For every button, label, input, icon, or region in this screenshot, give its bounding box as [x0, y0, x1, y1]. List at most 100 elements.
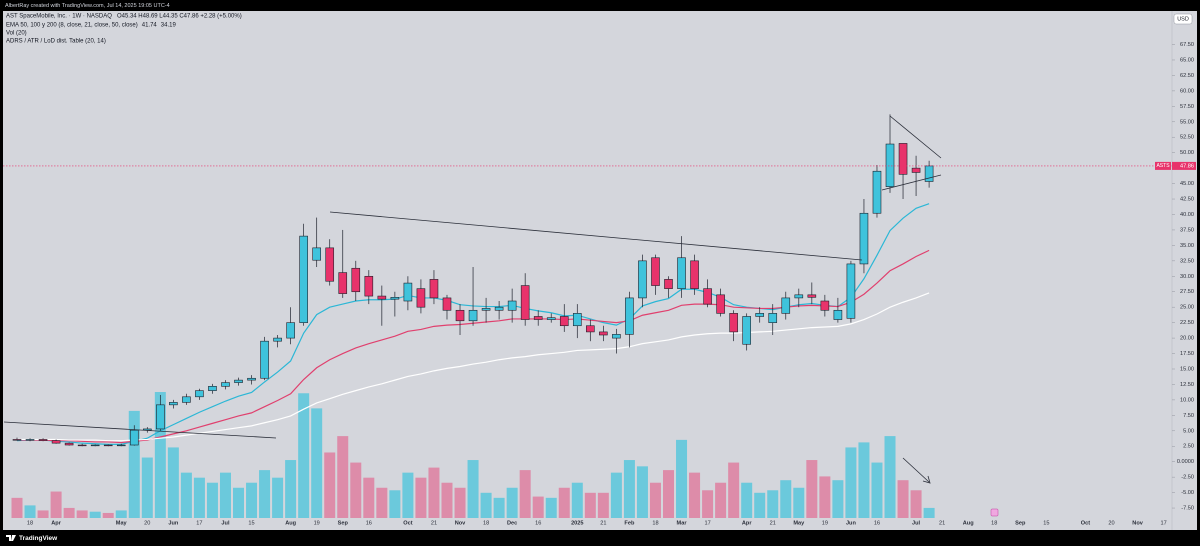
earnings-marker[interactable]	[990, 508, 999, 517]
candle-body	[38, 439, 48, 441]
volume-bar	[363, 477, 375, 518]
y-tick-label: 2.50	[1183, 444, 1194, 450]
x-tick-label: 17	[196, 520, 202, 526]
ema-value: 34.19	[161, 23, 177, 29]
candle-body	[429, 279, 439, 299]
price-tag-label: 47.86	[1180, 163, 1194, 169]
ema-indicator[interactable]: EMA 50, 100 y 200 (8, close, 21, close, …	[6, 23, 138, 29]
volume-bar	[193, 477, 205, 518]
y-tick-label: 57.50	[1180, 104, 1194, 110]
candle-body	[312, 247, 321, 261]
candle-body	[924, 165, 934, 182]
volume-bar	[259, 470, 271, 518]
volume-bar	[206, 482, 218, 518]
y-tick-label: 7.50	[1183, 413, 1194, 419]
y-tick-label: -2.50	[1181, 475, 1194, 481]
x-tick-label: 16	[366, 520, 372, 526]
candle-body	[729, 313, 738, 333]
candle-body	[299, 235, 308, 323]
candle-body	[651, 257, 660, 286]
volume-bar	[37, 510, 49, 518]
y-tick-label: 0.0000	[1177, 459, 1194, 465]
candle-body	[586, 325, 595, 333]
volume-bar	[767, 490, 779, 518]
candle-body	[872, 170, 882, 214]
volume-bar	[532, 496, 544, 518]
candle-body	[338, 272, 348, 294]
trend-line[interactable]	[889, 115, 942, 159]
arrow-line[interactable]	[902, 457, 930, 483]
currency-label[interactable]: USD	[1177, 16, 1189, 22]
plot: 67.50 65.00 62.50 60.00 57.50 55.00 52.50 50.00…	[3, 42, 1196, 526]
y-tick-label: 5.00	[1183, 428, 1194, 434]
candle-body	[768, 313, 778, 323]
y-tick-label: 20.00	[1180, 336, 1194, 342]
volume-bar	[702, 490, 714, 518]
candle-body	[116, 444, 126, 447]
volume-bar	[141, 457, 153, 518]
volume-bar	[63, 507, 75, 518]
x-tick-label: Jun	[846, 520, 857, 526]
symbol-title: AST SpaceMobile, Inc. · 1W · NASDAQ	[6, 14, 112, 20]
candle-body	[208, 385, 217, 391]
volume-bar	[89, 511, 101, 518]
candle-body	[859, 212, 869, 265]
candle-body	[703, 288, 712, 305]
candle-body	[25, 439, 35, 441]
x-tick-label: 20	[1108, 520, 1114, 526]
x-tick-label: 21	[431, 520, 437, 526]
candle-body	[351, 267, 361, 293]
volume-bar	[806, 460, 818, 518]
volume-bar	[311, 408, 323, 518]
y-tick-label: -5.00	[1181, 490, 1194, 496]
table-indicator[interactable]: ADRS / ATR / LoD dist. Table (20, 14)	[6, 39, 106, 45]
y-tick-label: 67.50	[1180, 42, 1194, 48]
trend-line[interactable]	[3, 421, 277, 439]
candle-body	[403, 282, 413, 302]
candle-body	[195, 390, 204, 398]
volume-bar	[50, 491, 62, 518]
candle-body	[221, 382, 230, 387]
candle-body	[442, 297, 452, 311]
volume-bar	[649, 482, 661, 518]
volume-bar	[689, 472, 701, 518]
candle-body	[234, 379, 243, 383]
candle-body	[273, 337, 282, 342]
ema-line	[17, 292, 930, 442]
volume-bar	[663, 470, 674, 518]
volume-bar	[102, 512, 114, 518]
volume-bar	[441, 482, 453, 518]
candle-body	[716, 294, 725, 314]
volume-bar	[623, 460, 635, 518]
x-tick-label: 18	[483, 520, 489, 526]
volume-bar	[480, 492, 492, 518]
volume-bar	[597, 492, 609, 518]
candle-body	[742, 316, 751, 345]
volume-indicator[interactable]: Vol (20)	[6, 31, 27, 37]
trend-line[interactable]	[881, 174, 942, 191]
x-tick-label: Jun	[168, 520, 179, 526]
volume-bar	[246, 482, 258, 518]
volume-bar	[871, 462, 883, 518]
candle-body	[807, 294, 817, 298]
x-tick-label: Feb	[624, 520, 635, 526]
x-tick-label: 21	[600, 520, 606, 526]
volume-bar	[128, 410, 140, 518]
volume-bar	[832, 480, 844, 518]
x-tick-label: 19	[822, 520, 828, 526]
currency-button[interactable]	[1173, 13, 1193, 25]
ohlc-readout: O45.34 H48.69 L44.35 C47.86 +2.28 (+5.00…	[117, 14, 242, 20]
candle-body	[533, 316, 543, 320]
candle-body	[325, 247, 335, 282]
candle-body	[286, 322, 295, 339]
volume-bar	[819, 476, 831, 518]
footer-brand: TradingView	[19, 535, 58, 542]
trend-line[interactable]	[329, 211, 863, 261]
candle-body	[820, 300, 830, 311]
arrow-head	[922, 475, 931, 484]
candle-body	[625, 297, 634, 335]
volume-bar	[24, 505, 36, 518]
volume-bar	[780, 480, 792, 518]
volume-bar	[793, 487, 805, 518]
